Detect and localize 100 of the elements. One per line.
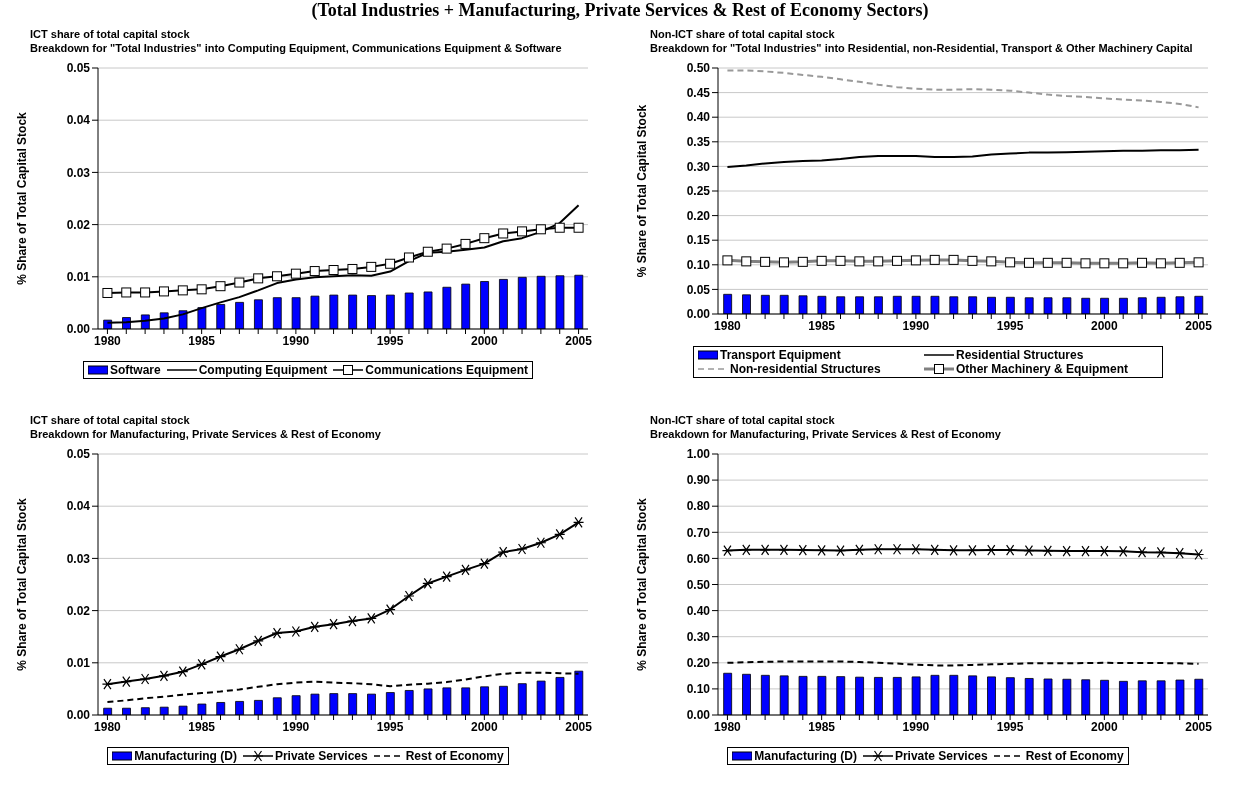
legend-label: Manufacturing (D) <box>134 749 237 763</box>
x-tick-label: 1985 <box>808 719 836 734</box>
point <box>233 643 245 655</box>
point <box>516 543 528 555</box>
x-tick-label: 1990 <box>282 719 310 734</box>
y-tick-label: 0.45 <box>686 85 711 100</box>
point <box>121 287 132 298</box>
x-tick-label: 1990 <box>902 318 930 333</box>
y-tick-label: 0.40 <box>686 603 711 618</box>
legend-label: Rest of Economy <box>1025 749 1124 763</box>
legend-label: Communications Equipment <box>365 363 529 377</box>
y-tick-label: 0.00 <box>66 708 91 723</box>
x-tick-label: 1990 <box>282 333 310 348</box>
legend-label: Computing Equipment <box>198 363 328 377</box>
point <box>158 670 170 682</box>
point <box>573 222 584 233</box>
point <box>158 286 169 297</box>
point <box>234 277 245 288</box>
x-tick-label: 1995 <box>376 719 404 734</box>
point <box>177 285 188 296</box>
x-tick-label: 2005 <box>565 719 593 734</box>
point <box>441 571 453 583</box>
x-tick-label: 2000 <box>470 719 499 734</box>
x-tick-label: 1995 <box>376 333 404 348</box>
y-tick-label: 0.02 <box>66 217 91 232</box>
x-tick-label: 2005 <box>565 333 593 348</box>
chart-subtitle: Breakdown for "Total Industries" into Computing Equipment, Communications Equipment & Software <box>30 42 563 54</box>
x-tick-label: 1995 <box>996 719 1024 734</box>
legend-label: Software <box>109 363 161 377</box>
point <box>497 546 509 558</box>
point <box>177 666 189 678</box>
point <box>214 650 227 663</box>
chart-subtitle: Breakdown for Manufacturing, Private Services & Rest of Economy <box>650 428 1002 440</box>
point <box>102 287 113 298</box>
y-axis-title: % Share of Total Capital Stock <box>15 111 30 285</box>
y-tick-label: 0.40 <box>686 110 711 125</box>
point <box>196 284 207 295</box>
y-tick-label: 0.50 <box>686 577 711 592</box>
point <box>441 243 452 254</box>
point <box>384 603 396 616</box>
y-axis-title: % Share of Total Capital Stock <box>635 104 650 278</box>
y-axis-title: % Share of Total Capital Stock <box>635 497 650 671</box>
y-tick-label: 0.35 <box>686 135 711 150</box>
chart-title: ICT share of total capital stock <box>30 414 191 426</box>
y-tick-label: 0.70 <box>686 525 711 540</box>
chart-title: Non-ICT share of total capital stock <box>650 414 836 426</box>
legend-label: Transport Equipment <box>720 348 841 362</box>
point <box>271 627 283 639</box>
point <box>252 635 264 647</box>
y-tick-label: 0.00 <box>66 322 91 337</box>
y-tick-label: 0.00 <box>686 708 711 723</box>
point <box>385 258 396 269</box>
point <box>366 261 377 272</box>
x-tick-label: 1980 <box>714 719 742 734</box>
y-tick-label: 0.01 <box>66 270 91 285</box>
point <box>290 268 301 279</box>
point <box>196 658 208 670</box>
legend-label: Manufacturing (D) <box>754 749 857 763</box>
y-tick-label: 0.05 <box>66 447 91 462</box>
y-tick-label: 0.20 <box>686 656 711 671</box>
y-tick-label: 0.10 <box>686 682 711 697</box>
point <box>403 590 415 602</box>
y-tick-label: 0.30 <box>686 629 711 644</box>
y-tick-label: 0.10 <box>686 258 711 273</box>
point <box>517 226 528 237</box>
chart-subtitle: Breakdown for Manufacturing, Private Services & Rest of Economy <box>30 428 382 440</box>
y-axis-title: % Share of Total Capital Stock <box>15 497 30 671</box>
legend-label: Other Machinery & Equipment <box>956 362 1129 376</box>
y-tick-label: 0.20 <box>686 208 711 223</box>
y-tick-label: 1.00 <box>686 447 711 462</box>
x-tick-label: 1985 <box>808 318 836 333</box>
x-tick-label: 1995 <box>996 318 1024 333</box>
text: (Total Industries + Manufacturing, Private Services & Rest of Economy Sectors) <box>310 0 930 21</box>
y-tick-label: 0.04 <box>66 113 91 128</box>
legend-label: Residential Structures <box>956 348 1084 362</box>
x-tick-label: 2000 <box>1090 719 1119 734</box>
y-tick-label: 0.15 <box>686 233 711 248</box>
x-tick-label: 1980 <box>714 318 742 333</box>
x-tick-label: 1990 <box>902 719 930 734</box>
chart-title: ICT share of total capital stock <box>30 28 191 40</box>
line-series <box>106 204 580 324</box>
x-tick-label: 1980 <box>94 333 122 348</box>
point <box>309 266 320 277</box>
point <box>215 281 226 292</box>
x-tick-label: 2000 <box>1090 318 1119 333</box>
x-tick-label: 1985 <box>188 719 216 734</box>
chart-subtitle: Breakdown for "Total Industries" into Residential, non-Residential, Transport & Other Machinery Capital <box>650 42 1194 54</box>
chart-title: Non-ICT share of total capital stock <box>650 28 836 40</box>
y-tick-label: 0.04 <box>66 499 91 514</box>
point <box>347 263 358 274</box>
y-tick-label: 0.60 <box>686 551 711 566</box>
point <box>272 271 283 282</box>
point <box>120 675 132 688</box>
point <box>139 673 151 685</box>
legend-label: Rest of Economy <box>405 749 504 763</box>
x-tick-label: 1985 <box>188 333 216 348</box>
point <box>478 558 490 570</box>
y-tick-label: 0.01 <box>66 656 91 671</box>
x-tick-label: 2005 <box>1185 719 1213 734</box>
y-tick-label: 0.50 <box>686 61 711 76</box>
